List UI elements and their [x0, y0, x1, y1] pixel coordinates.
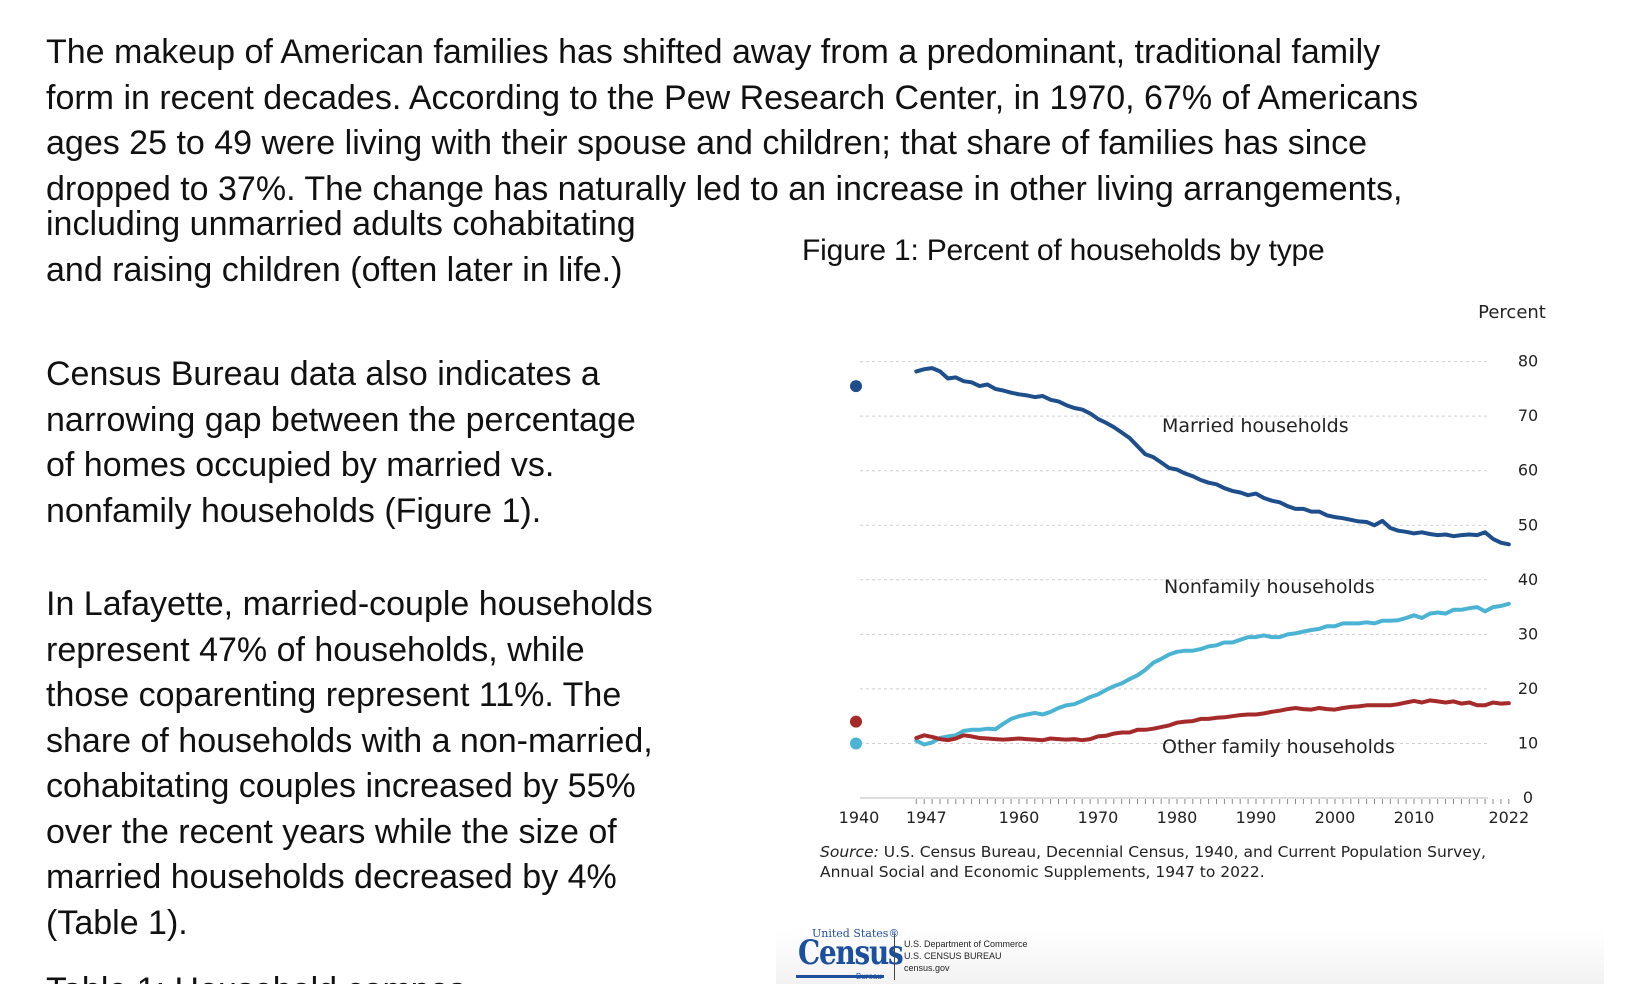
point-1940 [850, 715, 862, 728]
text-line: those coparenting represent 11%. The [46, 676, 622, 714]
text-line: including unmarried adults cohabitating [46, 205, 636, 243]
x-tick-label: 1980 [1157, 808, 1198, 827]
logo-dept-line: U.S. CENSUS BUREAU [904, 951, 1002, 961]
y-tick-label: 70 [1518, 406, 1538, 425]
figure-source: Source: U.S. Census Bureau, Decennial Ce… [820, 842, 1540, 882]
text-line: married households decreased by 4% [46, 858, 617, 896]
text-line: Census Bureau data also indicates a [46, 355, 600, 393]
y-axis-label: Percent [1478, 302, 1546, 323]
text-line: of homes occupied by married vs. [46, 446, 555, 484]
logo-department: U.S. Department of Commerce U.S. CENSUS … [904, 938, 1028, 974]
series-label: Married households [1162, 415, 1349, 437]
logo-dept-line: census.gov [904, 963, 950, 973]
source-text: U.S. Census Bureau, Decennial Census, 19… [820, 843, 1486, 881]
table-caption-cutoff: Table 1: Household composition of Lafaye… [46, 968, 466, 984]
logo-underline [796, 975, 884, 978]
series-label: Other family households [1162, 736, 1395, 758]
intro-line: form in recent decades. According to the… [46, 78, 1419, 117]
text-line: over the recent years while the size of [46, 812, 617, 851]
x-tick-label: 1970 [1078, 808, 1119, 827]
x-tick-label: 1947 [906, 808, 947, 827]
text-line: share of households with a non-married, [46, 721, 653, 760]
y-tick-label: 60 [1518, 461, 1538, 480]
text-line: nonfamily households (Figure 1). [46, 491, 542, 530]
point-1940 [850, 737, 862, 750]
x-tick-label: 2022 [1488, 808, 1529, 827]
y-tick-label: 0 [1523, 788, 1533, 807]
intro-line: ages 25 to 49 were living with their spo… [46, 124, 1368, 162]
intro-line: The makeup of American families has shif… [46, 33, 1381, 71]
series-line [914, 366, 1511, 547]
x-tick-label: 1990 [1236, 808, 1277, 827]
text-line: cohabitating couples increased by 55% [46, 767, 636, 805]
logo-dept-line: U.S. Department of Commerce [904, 939, 1028, 949]
y-tick-label: 30 [1518, 624, 1538, 643]
text-line: (Table 1). [46, 903, 188, 942]
logo-top-text: United States® [812, 927, 900, 940]
y-tick-label: 40 [1518, 570, 1538, 589]
x-tick-label: 1940 [839, 808, 880, 827]
intro-paragraph: The makeup of American families has shif… [46, 30, 1626, 212]
y-tick-label: 20 [1518, 679, 1538, 698]
cohabitation-paragraph: including unmarried adults cohabitating … [46, 202, 746, 293]
series-line [914, 601, 1511, 747]
point-1940 [850, 380, 862, 393]
figure-shade [776, 930, 1604, 984]
text-line: narrowing gap between the percentage [46, 400, 636, 439]
y-tick-label: 10 [1518, 733, 1538, 752]
text-line: and raising children (often later in lif… [46, 250, 623, 289]
y-tick-label: 80 [1518, 352, 1538, 371]
text-line: In Lafayette, married-couple households [46, 585, 653, 623]
logo-bureau-text: Bureau [856, 972, 882, 981]
logo-separator [894, 934, 895, 980]
lafayette-paragraph: In Lafayette, married-couple households … [46, 582, 746, 946]
figure-title: Figure 1: Percent of households by type [802, 234, 1325, 267]
series-label: Nonfamily households [1164, 576, 1375, 598]
source-label: Source: [820, 843, 879, 861]
table-caption: Table 1: Household composition of Lafaye… [46, 968, 466, 984]
text-line: represent 47% of households, while [46, 630, 585, 669]
series-line [914, 698, 1511, 743]
logo-wordmark: Census [798, 933, 904, 973]
x-tick-label: 1960 [999, 808, 1040, 827]
x-tick-label: 2000 [1315, 808, 1356, 827]
intro-line: dropped to 37%. The change has naturally… [46, 169, 1403, 208]
y-tick-label: 50 [1518, 515, 1538, 534]
figure-panel [776, 218, 1604, 984]
census-gap-paragraph: Census Bureau data also indicates a narr… [46, 352, 746, 534]
census-logo: United States® Census Bureau U.S. Depart… [794, 928, 1034, 984]
x-tick-label: 2010 [1394, 808, 1435, 827]
